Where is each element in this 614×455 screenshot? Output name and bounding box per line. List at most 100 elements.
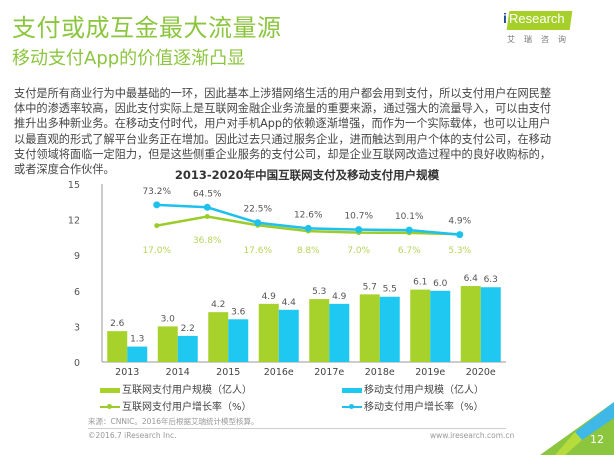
- x-tick-label: 2016e: [264, 367, 294, 378]
- bar-data-label: 6.0: [433, 279, 448, 289]
- bar-mobile: [278, 309, 299, 362]
- line-data-label: 4.9%: [448, 217, 471, 227]
- chart-title: 2013-2020年中国互联网支付及移动支付用户规模: [174, 168, 440, 182]
- source-note: 来源：CNNIC。2016年后根据艾瑞统计模型核算。: [88, 417, 259, 426]
- page-title: 支付或成互金最大流量源: [12, 14, 282, 42]
- legend-mobile-bar: 移动支付用户规模（亿人）: [342, 381, 484, 396]
- line-data-label: 7.0%: [347, 246, 370, 256]
- bar-mobile: [228, 319, 249, 362]
- bar-data-label: 4.4: [282, 298, 297, 308]
- line-data-label: 22.5%: [243, 205, 272, 215]
- bar-internet: [359, 294, 380, 362]
- line-data-label: 17.0%: [142, 246, 171, 256]
- legend-mobile-line: 移动支付用户增长率（%）: [342, 398, 484, 413]
- bar-data-label: 6.3: [484, 275, 498, 285]
- legend-label: 移动支付用户增长率（%）: [364, 402, 484, 413]
- bar-data-label: 3.6: [231, 307, 246, 317]
- line-data-label: 17.6%: [243, 246, 272, 256]
- bar-mobile: [480, 287, 501, 362]
- legend-internet-line: 互联网支付用户增长率（%）: [100, 398, 252, 413]
- bar-mobile: [430, 290, 451, 362]
- labels: 2.6 3.0 4.2 4.9 5.3 5.7 6.1 6.4 1.3 2.2 3.6 4.4 4.9 5…: [110, 187, 498, 345]
- point-mobile-growth: [456, 231, 464, 239]
- point-mobile-growth: [203, 203, 211, 211]
- bar-mobile: [177, 335, 198, 362]
- bar-data-label: 5.7: [363, 282, 377, 292]
- point-mobile-growth: [405, 226, 413, 234]
- bar-mobile: [329, 303, 350, 362]
- legend-internet-bar: 互联网支付用户规模（亿人）: [100, 381, 252, 396]
- bar-data-label: 2.2: [181, 324, 195, 334]
- legend-swatch-internet-bar: [100, 387, 120, 393]
- iresearch-logo: i Research 艾瑞咨询: [503, 6, 573, 46]
- page-number: 12: [590, 433, 604, 446]
- x-tick-label: 2013: [115, 367, 139, 378]
- page-subtitle: 移动支付App的价值逐渐凸显: [12, 48, 246, 69]
- bar-internet: [258, 303, 279, 362]
- lines: [153, 201, 464, 239]
- line-data-label: 64.5%: [193, 189, 222, 199]
- x-tick-label: 2014: [166, 367, 190, 378]
- point-mobile-growth: [355, 226, 363, 234]
- bar-data-label: 3.0: [161, 314, 176, 324]
- line-data-label: 73.2%: [142, 187, 171, 197]
- point-mobile-growth: [153, 201, 161, 209]
- copyright: ©2016.7 iResearch Inc.: [88, 431, 177, 440]
- y-tick-label: 12: [68, 216, 80, 227]
- bar-internet: [208, 312, 229, 362]
- legend-swatch-internet-line: [100, 404, 120, 409]
- line-data-label: 5.3%: [448, 246, 471, 256]
- line-data-label: 10.1%: [395, 212, 424, 222]
- bar-data-label: 4.2: [211, 300, 225, 310]
- y-tick-label: 9: [74, 251, 80, 262]
- bar-internet: [460, 286, 481, 362]
- x-tick-label: 2019e: [415, 367, 445, 378]
- bar-data-label: 1.3: [130, 335, 144, 345]
- point-internet-growth: [204, 214, 210, 220]
- footer-divider: [88, 428, 506, 429]
- bar-internet: [410, 289, 431, 362]
- x-tick-label: 2020e: [466, 367, 496, 378]
- x-tick-label: 2015: [216, 367, 240, 378]
- corner-decoration-blue: [575, 402, 614, 440]
- point-mobile-growth: [304, 224, 312, 232]
- bar-data-label: 5.3: [312, 287, 326, 297]
- line-data-label: 12.6%: [294, 210, 323, 220]
- bar-internet: [107, 331, 128, 362]
- bar-mobile: [127, 346, 148, 362]
- legend-label: 互联网支付用户增长率（%）: [122, 402, 252, 413]
- y-tick-label: 15: [68, 180, 80, 191]
- legend-swatch-mobile-bar: [342, 387, 362, 393]
- bar-data-label: 6.4: [464, 274, 479, 284]
- bar-data-label: 6.1: [413, 278, 427, 288]
- bar-mobile: [379, 296, 400, 362]
- line-data-label: 6.7%: [398, 246, 421, 256]
- bar-data-label: 5.5: [383, 285, 397, 295]
- point-internet-growth: [154, 223, 160, 229]
- line-data-label: 10.7%: [344, 212, 373, 222]
- logo-chinese: 艾瑞咨询: [507, 35, 575, 44]
- website-link[interactable]: www.iresearch.com.cn: [430, 431, 515, 440]
- bar-internet: [157, 326, 178, 362]
- bar-internet: [309, 299, 330, 362]
- x-tick-label: 2017e: [314, 367, 344, 378]
- y-tick-label: 3: [74, 322, 80, 333]
- bar-data-label: 2.6: [110, 319, 125, 329]
- x-tick-label: 2018e: [365, 367, 395, 378]
- bar-data-label: 4.9: [332, 292, 347, 302]
- legend-label: 移动支付用户规模（亿人）: [364, 385, 484, 396]
- bar-data-label: 4.9: [262, 292, 277, 302]
- bars: [107, 286, 501, 362]
- body-paragraph: 支付是所有商业行为中最基础的一环，因此基本上涉猎网络生活的用户都会用到支付，所以…: [14, 87, 552, 177]
- line-data-label: 36.8%: [193, 236, 222, 246]
- point-mobile-growth: [254, 219, 262, 227]
- corner-decoration-lightgreen: [555, 432, 582, 455]
- logo-i: i: [503, 10, 507, 26]
- y-tick-label: 0: [74, 358, 80, 369]
- legend-label: 互联网支付用户规模（亿人）: [122, 385, 252, 396]
- y-tick-label: 6: [74, 287, 80, 298]
- corner-decoration-green: [540, 402, 614, 455]
- logo-text: Research: [509, 11, 565, 26]
- legend-swatch-mobile-line: [342, 404, 362, 409]
